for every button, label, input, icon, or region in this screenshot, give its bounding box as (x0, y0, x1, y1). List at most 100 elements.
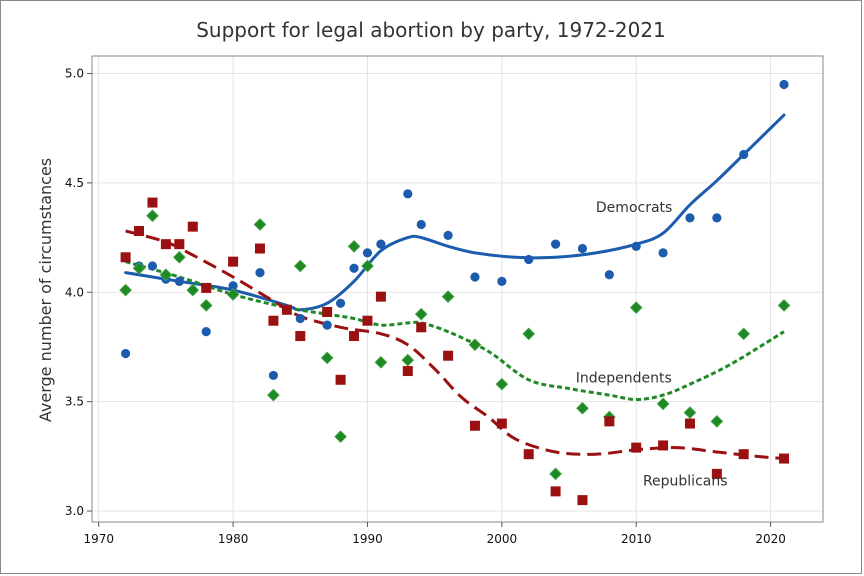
democrats-point (470, 272, 480, 282)
democrats-point (779, 79, 789, 90)
y-axis: 3.0 3.5 4.0 4.5 5.0 (65, 67, 92, 518)
republicans-point (658, 440, 669, 451)
republicans-annotation: Republicans (643, 473, 728, 489)
democrats-point (403, 189, 413, 199)
data-markers (119, 79, 791, 506)
republicans-point (281, 304, 292, 315)
republicans-point (631, 442, 642, 453)
democrats-point (577, 243, 588, 254)
x-tick-label: 1970 (83, 532, 114, 546)
democrats-point (174, 276, 184, 286)
republicans-point (402, 366, 413, 377)
independents-point (495, 377, 509, 391)
republicans-point (254, 243, 265, 254)
republicans-point (577, 495, 588, 506)
democrats-point (631, 241, 641, 251)
democrats-point (228, 281, 238, 291)
y-tick-label: 5.0 (65, 67, 84, 81)
democrats-point (362, 248, 373, 258)
independents-point (549, 467, 562, 481)
democrats-point (712, 213, 722, 223)
democrats-point (120, 348, 131, 359)
republicans-point (201, 282, 212, 293)
republicans-point (711, 468, 722, 479)
republicans-point (469, 420, 480, 431)
democrats-annotation: Democrats (596, 200, 672, 216)
independents-point (401, 353, 415, 367)
republicans-point (443, 350, 454, 361)
republicans-point (362, 315, 373, 326)
republicans-point (322, 306, 333, 317)
democrats-point (268, 370, 279, 381)
independents-point (683, 406, 697, 419)
independents-point (293, 259, 307, 273)
independents-point (414, 307, 428, 321)
independents-point (253, 218, 267, 231)
x-tick-label: 1980 (218, 532, 249, 546)
republicans-point (120, 252, 131, 263)
independents-point (629, 301, 643, 314)
independents-point (320, 351, 334, 365)
x-tick-label: 2020 (755, 532, 786, 546)
trend-lines (124, 113, 786, 461)
x-tick-label: 1990 (352, 532, 383, 546)
republicans-point (134, 226, 145, 237)
republicans-point (738, 449, 749, 460)
x-tick-label: 2010 (621, 532, 652, 546)
republicans-trend-line (125, 229, 785, 461)
independents-point (172, 250, 186, 264)
republicans-point (550, 486, 561, 497)
democrats-trend-line (124, 113, 786, 312)
republicans-point (174, 239, 185, 250)
republicans-point (375, 291, 386, 302)
democrats-point (443, 230, 453, 240)
republicans-point (416, 322, 427, 333)
independents-point (199, 299, 213, 312)
democrats-point (376, 239, 386, 249)
independents-point (468, 338, 482, 352)
y-axis-label: Averge number of circumstances (36, 158, 55, 422)
y-tick-label: 4.0 (65, 285, 84, 299)
republicans-point (496, 418, 507, 429)
republicans-point (523, 449, 534, 460)
republicans-point (228, 256, 239, 267)
democrats-point (497, 276, 507, 286)
republicans-point (187, 221, 198, 232)
chart-title: Support for legal abortion by party, 197… (196, 18, 666, 42)
independents-point (576, 401, 589, 415)
democrats-point (255, 267, 265, 278)
x-tick-label: 2000 (487, 532, 518, 546)
republicans-point (349, 331, 360, 342)
plot-area-frame (91, 55, 824, 523)
independents-point (737, 327, 751, 341)
democrats-point (604, 270, 614, 280)
independents-point (267, 388, 280, 402)
independents-point (656, 397, 670, 411)
independents-point (226, 288, 240, 301)
series-annotations: Democrats Independents Republicans (576, 200, 728, 489)
democrats-point (739, 149, 749, 160)
independents-point (132, 261, 146, 275)
independents-point (347, 239, 361, 253)
democrats-point (147, 261, 158, 271)
independents-point (159, 268, 173, 282)
independents-point (186, 283, 200, 297)
republicans-point (295, 331, 306, 342)
republicans-point (335, 374, 346, 385)
republicans-point (147, 197, 158, 208)
republicans-point (684, 418, 695, 429)
democrats-point (335, 298, 346, 308)
republicans-point (779, 453, 790, 464)
republicans-point (268, 315, 279, 326)
republicans-point (604, 416, 615, 427)
democrats-point (524, 254, 534, 265)
democrats-point (295, 313, 305, 324)
gridlines (92, 56, 823, 522)
y-tick-label: 3.0 (65, 504, 84, 518)
democrats-point (201, 327, 211, 337)
democrats-point (416, 219, 426, 230)
independents-point (710, 414, 724, 428)
